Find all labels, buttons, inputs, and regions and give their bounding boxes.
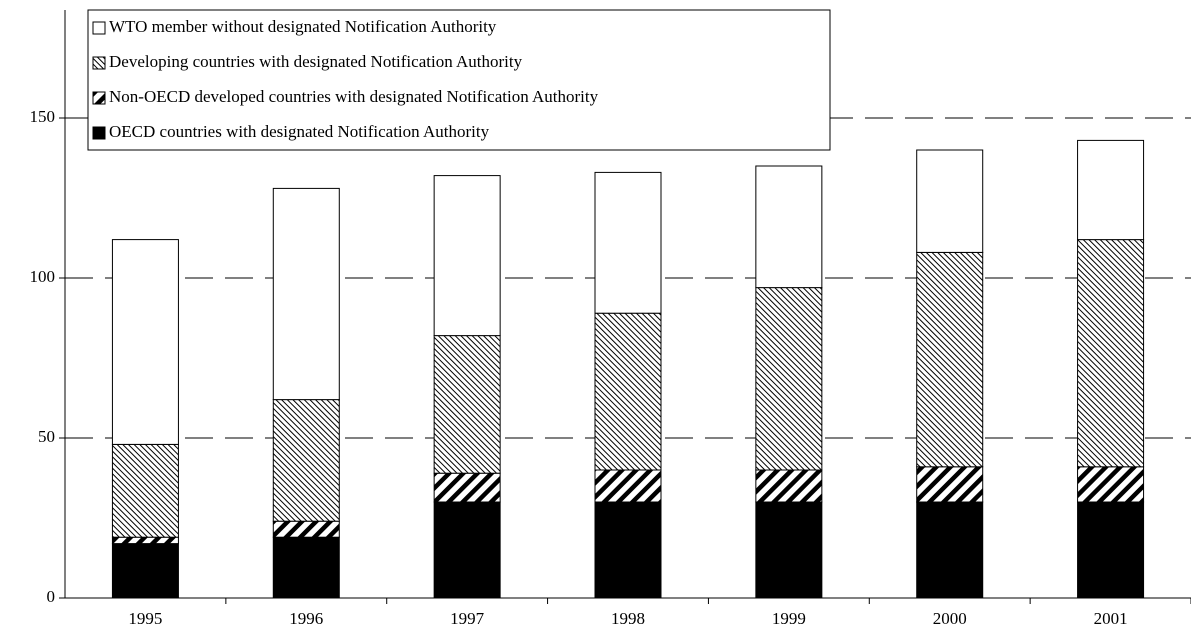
y-tick-label: 150 (30, 107, 56, 126)
bar-segment (916, 149, 984, 253)
bar-segment (111, 536, 179, 545)
x-tick-label: 2000 (933, 609, 967, 628)
bar-segment (755, 469, 823, 503)
legend-swatch (92, 21, 106, 35)
bar-segment (111, 443, 179, 538)
legend-swatch (92, 56, 106, 70)
bar-segment (433, 335, 501, 474)
bar-segment (111, 239, 179, 445)
bar-segment (1077, 139, 1145, 241)
bar-segment (916, 466, 984, 503)
bar-segment (272, 187, 340, 401)
bar-segment (272, 399, 340, 522)
bar-segment (594, 312, 662, 471)
bar-segment (272, 536, 340, 599)
x-tick-label: 1996 (289, 609, 323, 628)
x-tick-label: 2001 (1094, 609, 1128, 628)
bar-segment (916, 251, 984, 468)
bar-segment (594, 171, 662, 314)
legend-swatch (92, 126, 106, 140)
y-tick-label: 0 (47, 587, 56, 606)
bar-segment (916, 501, 984, 599)
bar-segment (755, 165, 823, 289)
bar-segment (111, 543, 179, 599)
bar-segment (755, 287, 823, 471)
legend-label: Non-OECD developed countries with design… (109, 87, 599, 106)
bar-segment (1077, 466, 1145, 503)
x-tick-label: 1995 (128, 609, 162, 628)
bar-segment (433, 175, 501, 337)
bar-segment (272, 520, 340, 538)
bar-segment (594, 469, 662, 503)
legend-label: OECD countries with designated Notificat… (109, 122, 490, 141)
legend-swatch (92, 91, 106, 105)
x-tick-label: 1998 (611, 609, 645, 628)
x-tick-label: 1997 (450, 609, 485, 628)
legend-label: Developing countries with designated Not… (109, 52, 523, 71)
y-tick-label: 50 (38, 427, 55, 446)
bar-segment (433, 472, 501, 503)
legend-box (87, 9, 831, 151)
bar-segment (1077, 501, 1145, 599)
bar-segment (1077, 239, 1145, 468)
y-tick-label: 100 (30, 267, 56, 286)
legend-label: WTO member without designated Notificati… (109, 17, 497, 36)
x-tick-label: 1999 (772, 609, 806, 628)
bar-segment (594, 501, 662, 599)
bar-segment (755, 501, 823, 599)
bar-segment (433, 501, 501, 599)
